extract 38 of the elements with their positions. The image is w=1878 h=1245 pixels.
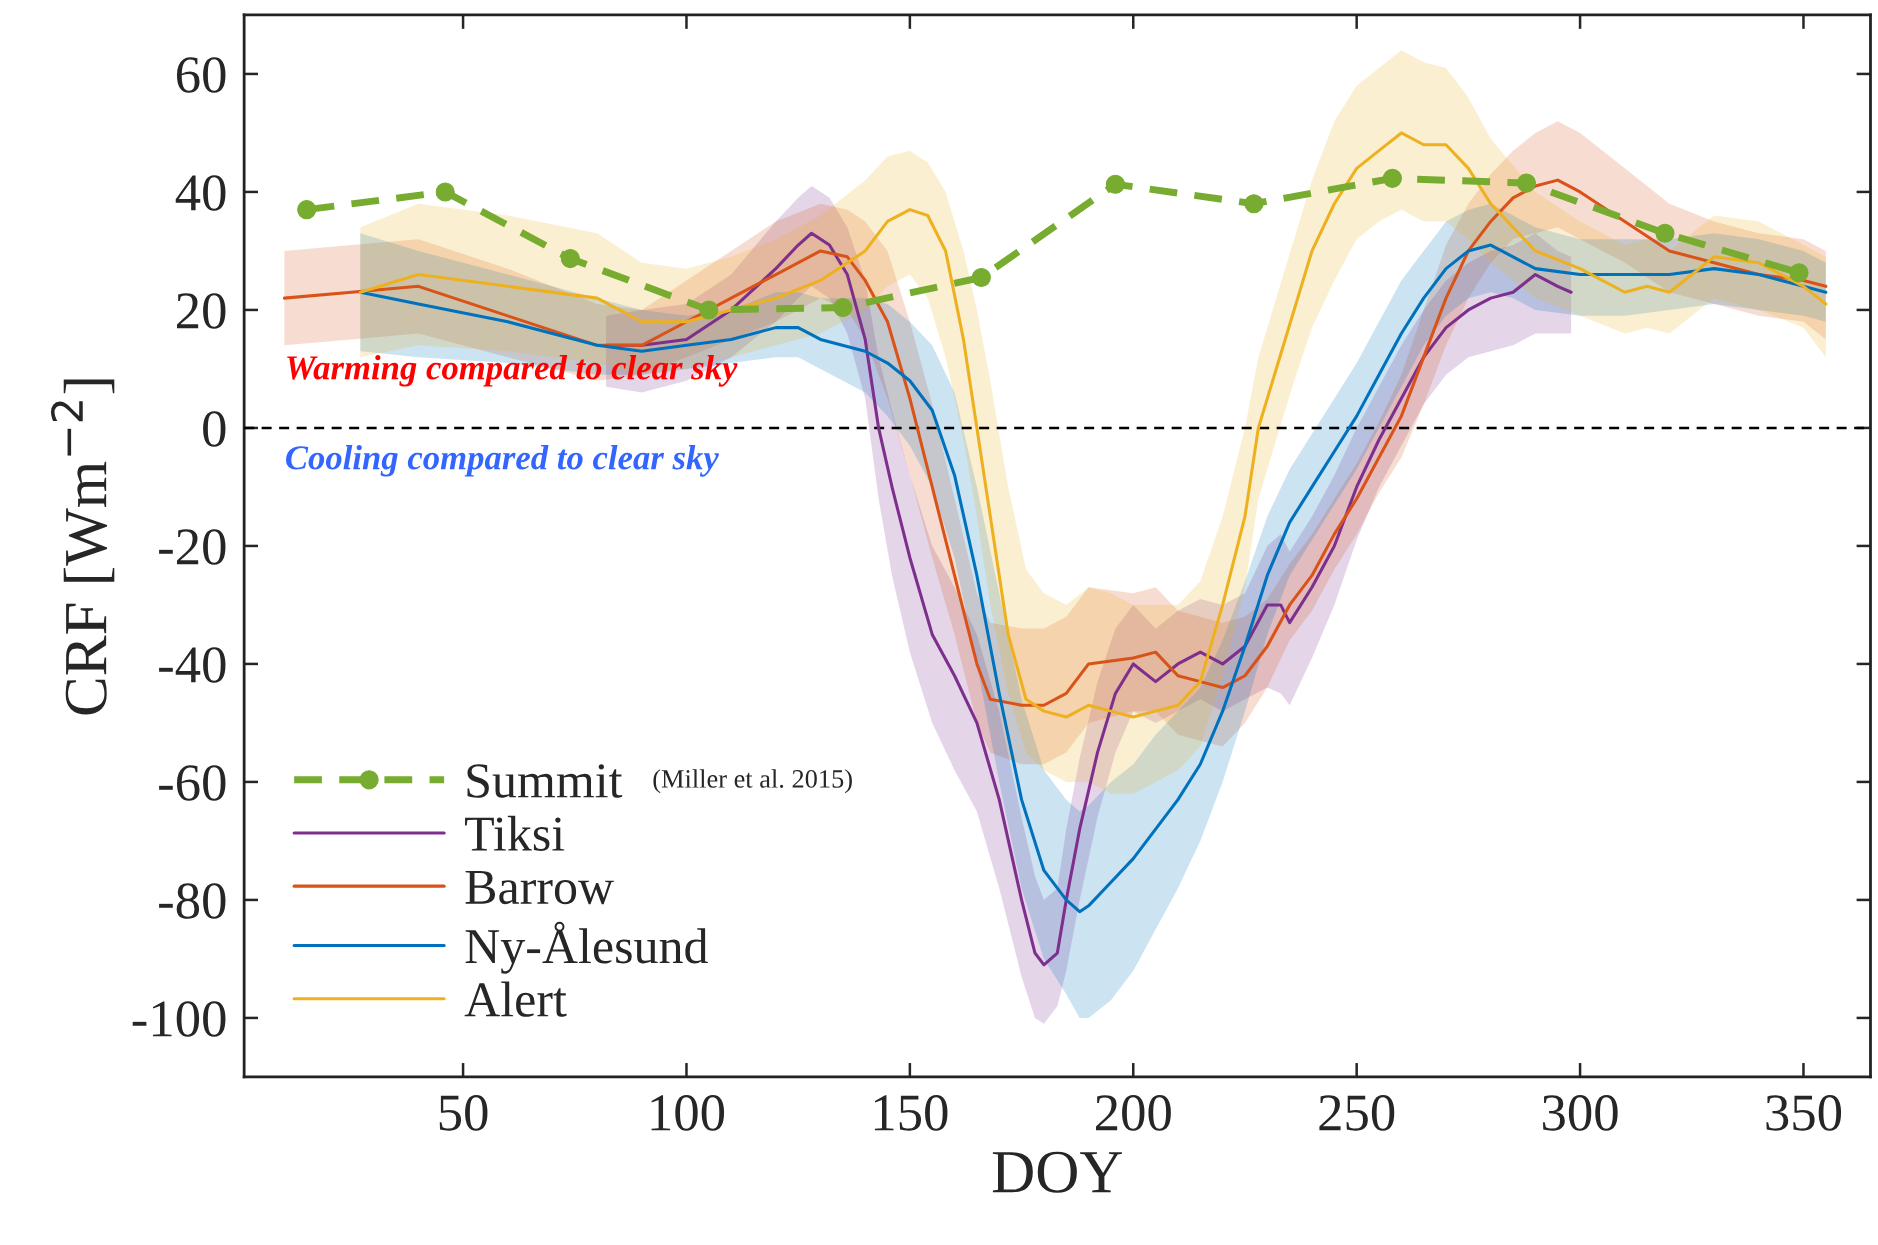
legend-label: Alert — [464, 981, 567, 1017]
point — [1789, 263, 1809, 283]
y-axis-title: CRF [Wm$^{−2}$] — [51, 379, 115, 715]
x-tick-label: 150 — [874, 1095, 948, 1131]
y-tick-label: 20 — [177, 293, 226, 329]
x-tick-label: 250 — [1319, 1095, 1395, 1131]
y-tick-label: -60 — [159, 765, 226, 801]
point — [1244, 194, 1264, 214]
y-tick-label: 0 — [203, 411, 226, 447]
annotation: Warming compared to clear sky — [287, 355, 738, 387]
legend-label: Summit — [467, 764, 623, 798]
y-tick-label: -80 — [159, 883, 226, 919]
point — [560, 249, 580, 269]
point — [1382, 168, 1402, 188]
x-tick-label: 50 — [439, 1095, 488, 1131]
x-tick-label: 100 — [651, 1095, 725, 1131]
y-tick-label: -100 — [132, 1001, 226, 1037]
point — [1516, 173, 1537, 193]
point — [1105, 174, 1125, 194]
point — [1655, 223, 1675, 243]
legend-label: Ny-Ålesund — [465, 921, 708, 974]
x-axis-title: DOY — [992, 1151, 1122, 1193]
x-tick-label: 300 — [1543, 1095, 1618, 1131]
annotation: (Miller et al. 2015) — [653, 769, 852, 794]
legend-label: Tiksi — [465, 815, 565, 851]
y-tick-label: -40 — [159, 647, 226, 683]
legend-label: Barrow — [465, 870, 614, 905]
x-tick-label: 200 — [1096, 1095, 1171, 1131]
point — [435, 182, 455, 202]
y-tick-label: 60 — [176, 57, 226, 93]
point — [833, 298, 853, 318]
y-tick-label: 40 — [175, 175, 226, 211]
point — [971, 267, 991, 288]
point — [297, 200, 317, 220]
x-tick-label: 350 — [1766, 1095, 1842, 1131]
point — [699, 300, 719, 320]
annotation: Cooling compared to clear sky — [285, 445, 719, 477]
y-tick-label: -20 — [159, 529, 226, 565]
